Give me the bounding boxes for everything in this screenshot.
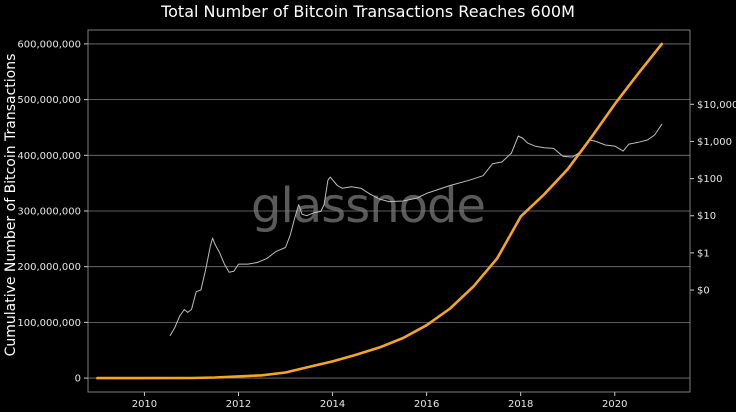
x-tick-label: 2016 xyxy=(414,399,439,410)
y2-tick-label: $10,000 xyxy=(697,100,736,111)
x-tick-label: 2018 xyxy=(508,399,533,410)
y-tick-label: 400,000,000 xyxy=(17,151,81,162)
y-tick-label: 500,000,000 xyxy=(17,95,81,106)
x-tick-label: 2012 xyxy=(226,399,251,410)
y-tick-label: 100,000,000 xyxy=(17,318,81,329)
axes: 0 100,000,000 200,000,000 300,000,000 400,00… xyxy=(17,29,736,410)
watermark-logo: glassnode xyxy=(251,178,485,234)
series-line-cumulative-transactions xyxy=(96,42,664,380)
plot-frame xyxy=(87,29,691,393)
y-tick-label: 600,000,000 xyxy=(17,39,81,50)
x-tick-label: 2014 xyxy=(320,399,345,410)
y2-tick-label: $100 xyxy=(697,174,722,185)
x-tick-label: 2010 xyxy=(132,399,157,410)
y2-tick-label: $1 xyxy=(697,248,710,259)
y-axis-label: Cumulative Number of Bitcoin Transaction… xyxy=(3,54,19,357)
y2-tick-label: $1,000 xyxy=(697,137,732,148)
chart-title: Total Number of Bitcoin Transactions Rea… xyxy=(160,2,575,21)
y-tick-label: 300,000,000 xyxy=(17,207,81,218)
y2-tick-label: $0 xyxy=(697,286,710,297)
y-tick-label: 0 xyxy=(75,374,81,385)
gridlines xyxy=(88,43,690,379)
series-line-btc-price xyxy=(169,123,663,336)
y-tick-label: 200,000,000 xyxy=(17,262,81,273)
x-tick-label: 2020 xyxy=(602,399,627,410)
series-group xyxy=(96,42,664,380)
y2-tick-label: $10 xyxy=(697,211,716,222)
